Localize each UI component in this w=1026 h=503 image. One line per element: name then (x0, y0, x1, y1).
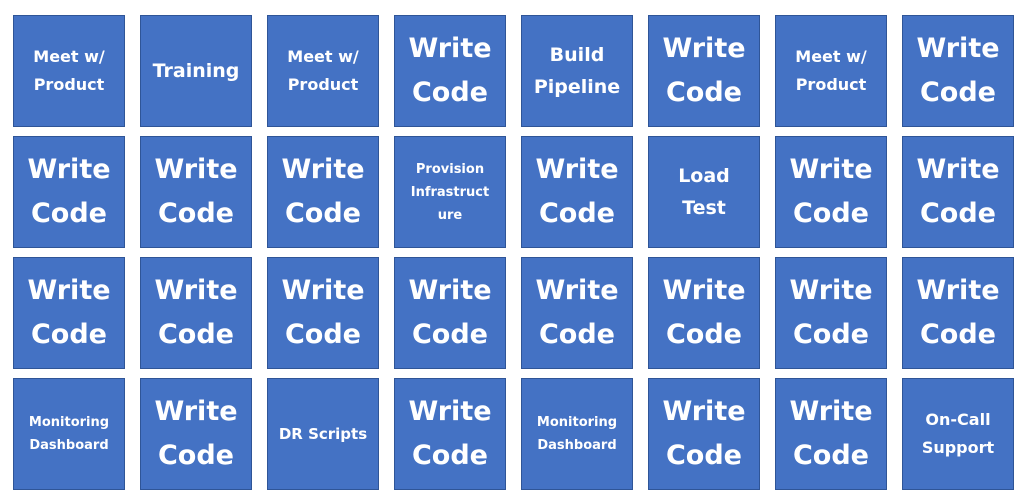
task-tile-write-code: Write Code (394, 15, 506, 127)
task-tile-write-code: Write Code (140, 378, 252, 490)
task-tile-write-code: Write Code (394, 378, 506, 490)
task-tile-write-code: Write Code (521, 136, 633, 248)
task-tile-write-code: Write Code (267, 257, 379, 369)
task-tile-write-code: Write Code (648, 15, 760, 127)
task-tile-write-code: Write Code (775, 378, 887, 490)
task-tile-write-code: Write Code (13, 136, 125, 248)
task-tile-monitoring-dashboard: Monitoring Dashboard (521, 378, 633, 490)
task-tile-write-code: Write Code (648, 378, 760, 490)
task-tile-load-test: Load Test (648, 136, 760, 248)
task-tile-write-code: Write Code (775, 257, 887, 369)
task-tile-write-code: Write Code (902, 257, 1014, 369)
task-tile-write-code: Write Code (394, 257, 506, 369)
task-tile-write-code: Write Code (13, 257, 125, 369)
task-grid: Meet w/ Product Training Meet w/ Product… (13, 15, 1014, 490)
task-tile-build-pipeline: Build Pipeline (521, 15, 633, 127)
task-tile-write-code: Write Code (902, 136, 1014, 248)
task-tile-on-call-support: On-Call Support (902, 378, 1014, 490)
task-tile-meet-w-product: Meet w/ Product (267, 15, 379, 127)
task-tile-write-code: Write Code (648, 257, 760, 369)
task-tile-dr-scripts: DR Scripts (267, 378, 379, 490)
task-tile-write-code: Write Code (140, 136, 252, 248)
task-tile-training: Training (140, 15, 252, 127)
task-tile-write-code: Write Code (775, 136, 887, 248)
task-tile-write-code: Write Code (140, 257, 252, 369)
task-tile-write-code: Write Code (521, 257, 633, 369)
task-tile-provision-infrastructure: Provision Infrastruct ure (394, 136, 506, 248)
task-tile-monitoring-dashboard: Monitoring Dashboard (13, 378, 125, 490)
task-tile-meet-w-product: Meet w/ Product (13, 15, 125, 127)
task-tile-write-code: Write Code (902, 15, 1014, 127)
task-tile-write-code: Write Code (267, 136, 379, 248)
task-tile-meet-w-product: Meet w/ Product (775, 15, 887, 127)
